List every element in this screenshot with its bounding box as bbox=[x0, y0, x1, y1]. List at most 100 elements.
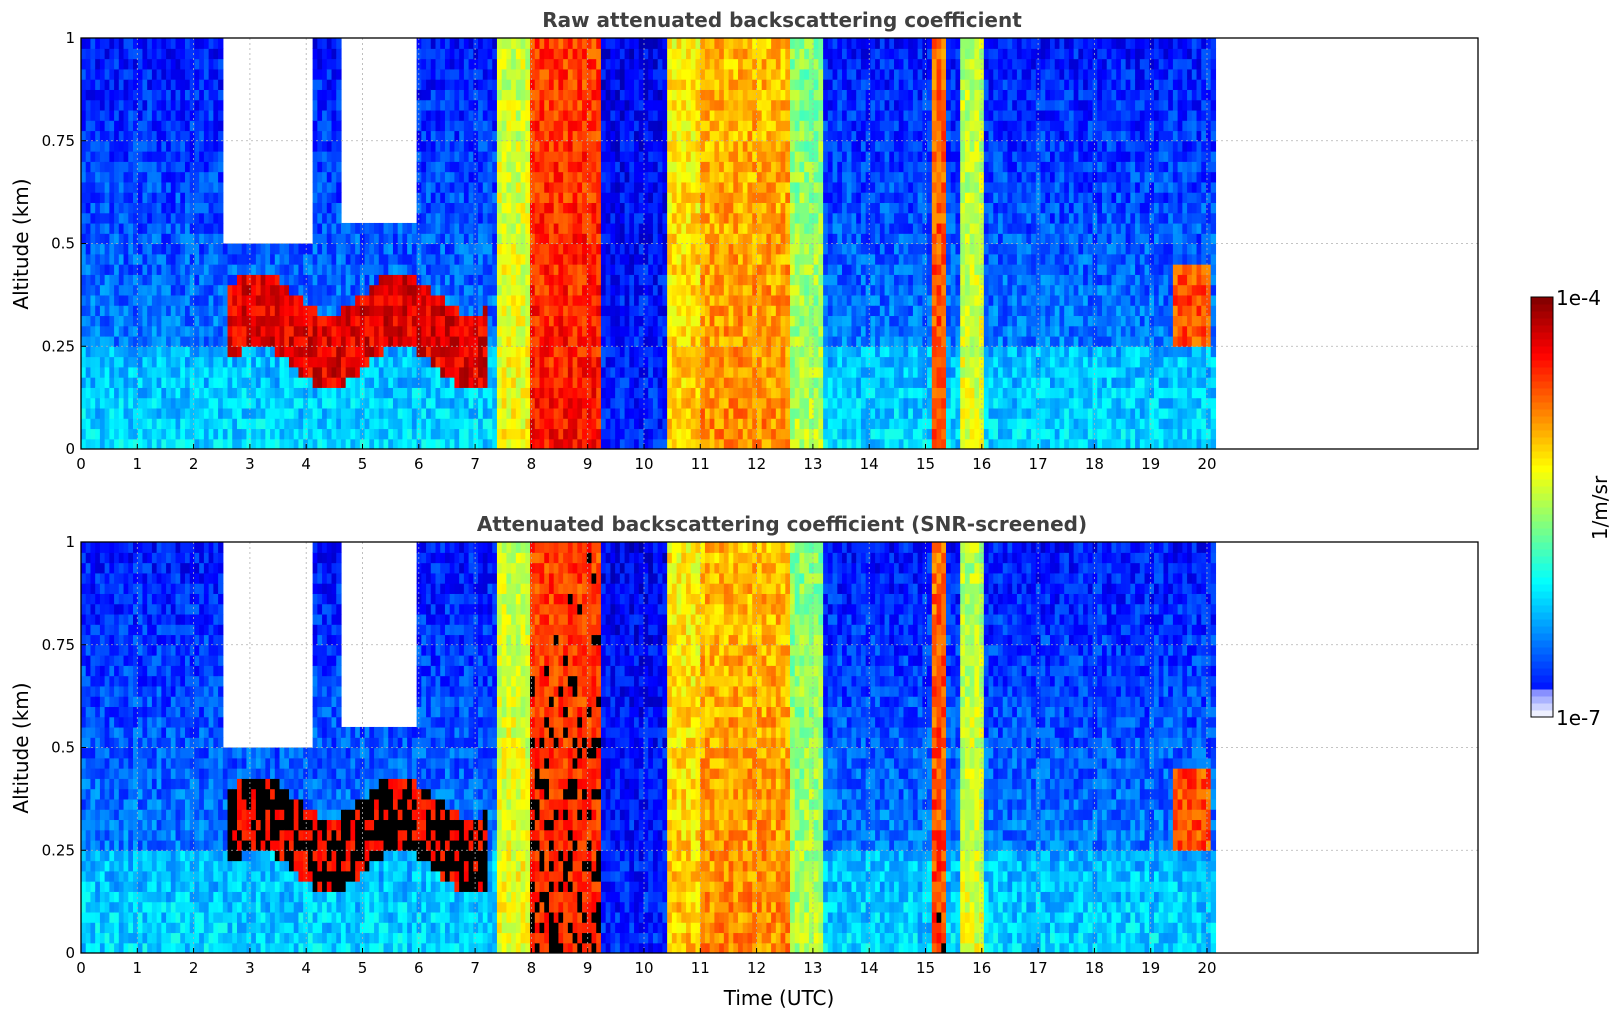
heatmap-cell bbox=[123, 181, 129, 193]
heatmap-cell bbox=[544, 181, 550, 193]
heatmap-cell bbox=[199, 151, 205, 162]
heatmap-cell bbox=[194, 99, 200, 111]
heatmap-cell bbox=[487, 366, 493, 378]
heatmap-cell bbox=[643, 284, 649, 296]
heatmap-cell bbox=[175, 428, 181, 440]
heatmap-cell bbox=[303, 325, 309, 337]
heatmap-cell bbox=[610, 68, 616, 80]
heatmap-cell bbox=[643, 315, 649, 327]
heatmap-cell bbox=[563, 428, 569, 440]
heatmap-cell bbox=[114, 305, 120, 317]
heatmap-cell bbox=[482, 212, 489, 224]
heatmap-cell bbox=[312, 38, 318, 49]
heatmap-cell bbox=[638, 274, 645, 286]
heatmap-cell bbox=[426, 68, 432, 80]
heatmap-cell bbox=[473, 284, 479, 296]
heatmap-cell bbox=[340, 407, 347, 419]
heatmap-cell bbox=[662, 79, 668, 90]
heatmap-cell bbox=[161, 68, 167, 80]
heatmap-cell bbox=[586, 264, 593, 275]
heatmap-cell bbox=[421, 335, 427, 347]
heatmap-cell bbox=[142, 418, 148, 430]
heatmap-cell bbox=[487, 428, 493, 440]
heatmap-cell bbox=[482, 294, 489, 306]
heatmap-cell bbox=[582, 140, 588, 152]
heatmap-cell bbox=[468, 130, 474, 142]
heatmap-cell bbox=[723, 274, 730, 286]
heatmap-cell bbox=[340, 315, 347, 327]
heatmap-cell bbox=[194, 89, 200, 101]
heatmap-cell bbox=[492, 140, 498, 152]
heatmap-cell bbox=[133, 38, 139, 49]
heatmap-cell bbox=[492, 233, 498, 245]
heatmap-cell bbox=[586, 407, 593, 419]
heatmap-cell bbox=[426, 48, 432, 60]
heatmap-cell bbox=[596, 130, 602, 142]
heatmap-cell bbox=[553, 233, 560, 245]
heatmap-cell bbox=[686, 407, 692, 419]
heatmap-cell bbox=[213, 89, 219, 101]
heatmap-cell bbox=[544, 89, 550, 101]
heatmap-cell bbox=[520, 305, 526, 317]
heatmap-cell bbox=[520, 233, 526, 245]
heatmap-cell bbox=[81, 202, 87, 214]
heatmap-cell bbox=[487, 294, 493, 306]
heatmap-cell bbox=[643, 346, 649, 358]
heatmap-cell bbox=[610, 48, 616, 60]
heatmap-cell bbox=[719, 58, 725, 70]
heatmap-cell bbox=[364, 253, 370, 265]
heatmap-cell bbox=[563, 253, 569, 265]
heatmap-cell bbox=[511, 89, 517, 101]
heatmap-cell bbox=[501, 418, 508, 430]
heatmap-cell bbox=[426, 109, 432, 121]
heatmap-cell bbox=[496, 68, 503, 80]
heatmap-cell bbox=[95, 264, 101, 275]
heatmap-cell bbox=[147, 356, 153, 368]
heatmap-cell bbox=[747, 294, 753, 306]
heatmap-cell bbox=[184, 325, 191, 337]
heatmap-cell bbox=[686, 387, 692, 399]
heatmap-cell bbox=[218, 366, 224, 378]
heatmap-cell bbox=[596, 335, 602, 347]
heatmap-cell bbox=[307, 428, 314, 440]
heatmap-cell bbox=[430, 222, 437, 234]
heatmap-cell bbox=[142, 151, 148, 162]
heatmap-cell bbox=[548, 202, 555, 214]
heatmap-cell bbox=[671, 397, 678, 409]
heatmap-cell bbox=[288, 356, 295, 368]
heatmap-cell bbox=[534, 356, 541, 368]
heatmap-cell bbox=[388, 397, 394, 409]
heatmap-cell bbox=[326, 274, 333, 286]
heatmap-cell bbox=[95, 377, 101, 388]
heatmap-cell bbox=[109, 130, 115, 142]
heatmap-cell bbox=[151, 418, 158, 430]
heatmap-cell bbox=[128, 171, 134, 183]
heatmap-cell bbox=[392, 335, 399, 347]
heatmap-cell bbox=[567, 48, 574, 60]
heatmap-cell bbox=[681, 120, 687, 132]
heatmap-cell bbox=[416, 284, 422, 296]
heatmap-cell bbox=[449, 151, 456, 162]
heatmap-cell bbox=[426, 151, 432, 162]
heatmap-cell bbox=[147, 181, 153, 193]
heatmap-cell bbox=[430, 89, 437, 101]
heatmap-cell bbox=[199, 407, 205, 419]
heatmap-cell bbox=[553, 58, 560, 70]
heatmap-cell bbox=[421, 99, 427, 111]
heatmap-cell bbox=[558, 222, 564, 234]
heatmap-cell bbox=[156, 38, 162, 49]
heatmap-cell bbox=[383, 418, 389, 430]
heatmap-cell bbox=[643, 438, 649, 449]
heatmap-cell bbox=[530, 109, 536, 121]
heatmap-cell bbox=[114, 109, 120, 121]
heatmap-cell bbox=[331, 161, 337, 173]
heatmap-cell bbox=[719, 387, 725, 399]
heatmap-cell bbox=[610, 89, 616, 101]
heatmap-cell bbox=[548, 428, 555, 440]
heatmap-cell bbox=[515, 222, 522, 234]
heatmap-cell bbox=[733, 438, 739, 449]
heatmap-cell bbox=[629, 171, 635, 183]
heatmap-cell bbox=[449, 171, 456, 183]
heatmap-cell bbox=[704, 202, 711, 214]
heatmap-cell bbox=[123, 366, 129, 378]
